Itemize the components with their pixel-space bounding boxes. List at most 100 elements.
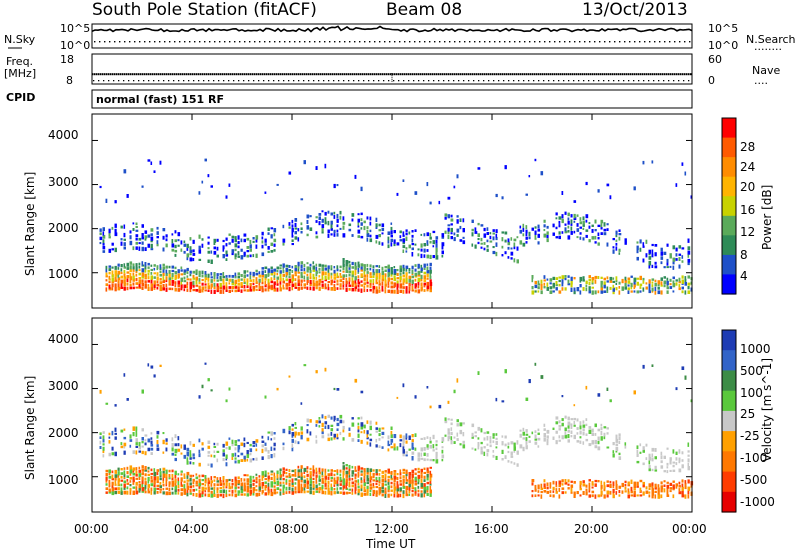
velocity-cell <box>123 436 127 440</box>
power-cell <box>588 290 591 294</box>
power-cell <box>429 288 432 293</box>
velocity-cell <box>282 442 285 446</box>
velocity-cell <box>627 484 631 487</box>
power-cell <box>264 266 268 270</box>
freq-point <box>676 73 678 76</box>
freq-point <box>196 73 198 76</box>
velocity-cell <box>684 480 687 484</box>
velocity-cell <box>123 486 126 490</box>
velocity-cell <box>378 479 381 484</box>
freq-point <box>468 73 470 76</box>
nsearch-tick-top: 10^5 <box>708 22 738 35</box>
power-cell <box>564 227 567 232</box>
velocity-cell <box>357 433 360 438</box>
velocity-cell <box>237 482 240 486</box>
velocity-cell <box>150 468 153 472</box>
power-cell <box>504 239 507 243</box>
nsky-tick-top: 10^5 <box>60 22 90 35</box>
velocity-cell <box>345 491 349 495</box>
power-cell <box>207 174 210 178</box>
velocity-cell <box>210 480 213 484</box>
power-cell <box>402 234 405 237</box>
velocity-cell <box>372 472 375 476</box>
power-cell <box>198 270 201 275</box>
power-cell <box>324 267 328 271</box>
nsearch-point <box>159 41 161 43</box>
velocity-cell <box>351 488 354 492</box>
freq-label: Freq. <box>6 55 33 68</box>
velocity-cell <box>189 453 192 458</box>
power-cell <box>231 238 234 243</box>
nsearch-point <box>164 41 166 43</box>
power-cell <box>495 242 498 247</box>
xtick-1600: 16:00 <box>474 522 509 536</box>
power-cell <box>450 223 453 226</box>
velocity-cell <box>129 469 133 474</box>
velocity-cell <box>234 489 237 493</box>
power-cell <box>588 225 591 229</box>
power-cell <box>222 285 226 290</box>
power-cell <box>171 272 174 278</box>
velocity-cell <box>174 491 177 495</box>
power-cell <box>570 226 573 231</box>
power-cell <box>183 288 186 292</box>
velocity-cell <box>288 430 291 435</box>
velocity-cell <box>195 484 199 487</box>
power-cell <box>177 239 180 242</box>
velocity-cell <box>357 465 361 470</box>
nsearch-point <box>549 41 551 43</box>
power-cell <box>282 270 285 274</box>
power-cell <box>321 273 324 278</box>
velocity-cell <box>501 458 504 461</box>
velocity-cell <box>252 489 255 494</box>
power-cell <box>492 232 495 235</box>
power-cell <box>519 229 523 234</box>
velocity-cell <box>630 479 633 484</box>
freq-point <box>398 73 400 76</box>
velocity-cell <box>597 441 600 445</box>
power-cell <box>129 283 132 287</box>
power-cell <box>672 257 676 262</box>
power-cell <box>189 270 192 274</box>
power-colorbar-swatch <box>722 274 736 295</box>
freq-point <box>388 73 390 76</box>
nave-point <box>218 80 220 82</box>
power-cell <box>426 232 430 237</box>
power-cell <box>132 286 135 290</box>
nave-point <box>303 80 305 82</box>
velocity-cell <box>636 445 639 449</box>
freq-point <box>230 73 232 76</box>
velocity-cell <box>306 466 309 470</box>
power-cell <box>348 284 352 287</box>
velocity-cell <box>567 434 570 439</box>
velocity-cell <box>390 438 394 443</box>
velocity-cell <box>213 446 217 448</box>
power-cell <box>429 232 432 237</box>
power-cell <box>270 266 273 269</box>
nsearch-point <box>324 41 326 43</box>
power-cell <box>315 166 318 170</box>
power-cell <box>141 185 144 188</box>
velocity-cell <box>132 470 135 473</box>
velocity-cell <box>159 468 162 471</box>
velocity-cell <box>165 484 168 487</box>
nave-point <box>563 80 565 82</box>
power-cell <box>639 275 642 281</box>
velocity-cell <box>345 467 348 470</box>
power-cell <box>573 290 576 295</box>
nave-point <box>128 80 130 82</box>
power-cell <box>174 244 177 249</box>
power-cell <box>336 283 339 286</box>
velocity-cell <box>519 429 522 432</box>
velocity-cell <box>153 374 156 378</box>
cpid-strip-frame <box>91 89 693 109</box>
power-cell <box>396 269 399 272</box>
power-cell <box>375 272 378 278</box>
velocity-cell <box>672 480 675 483</box>
power-cell <box>630 282 633 288</box>
velocity-cell <box>279 484 282 487</box>
velocity-cell <box>330 469 333 472</box>
power-cell <box>114 283 117 288</box>
freq-point <box>446 73 448 76</box>
velocity-cell <box>432 449 435 452</box>
